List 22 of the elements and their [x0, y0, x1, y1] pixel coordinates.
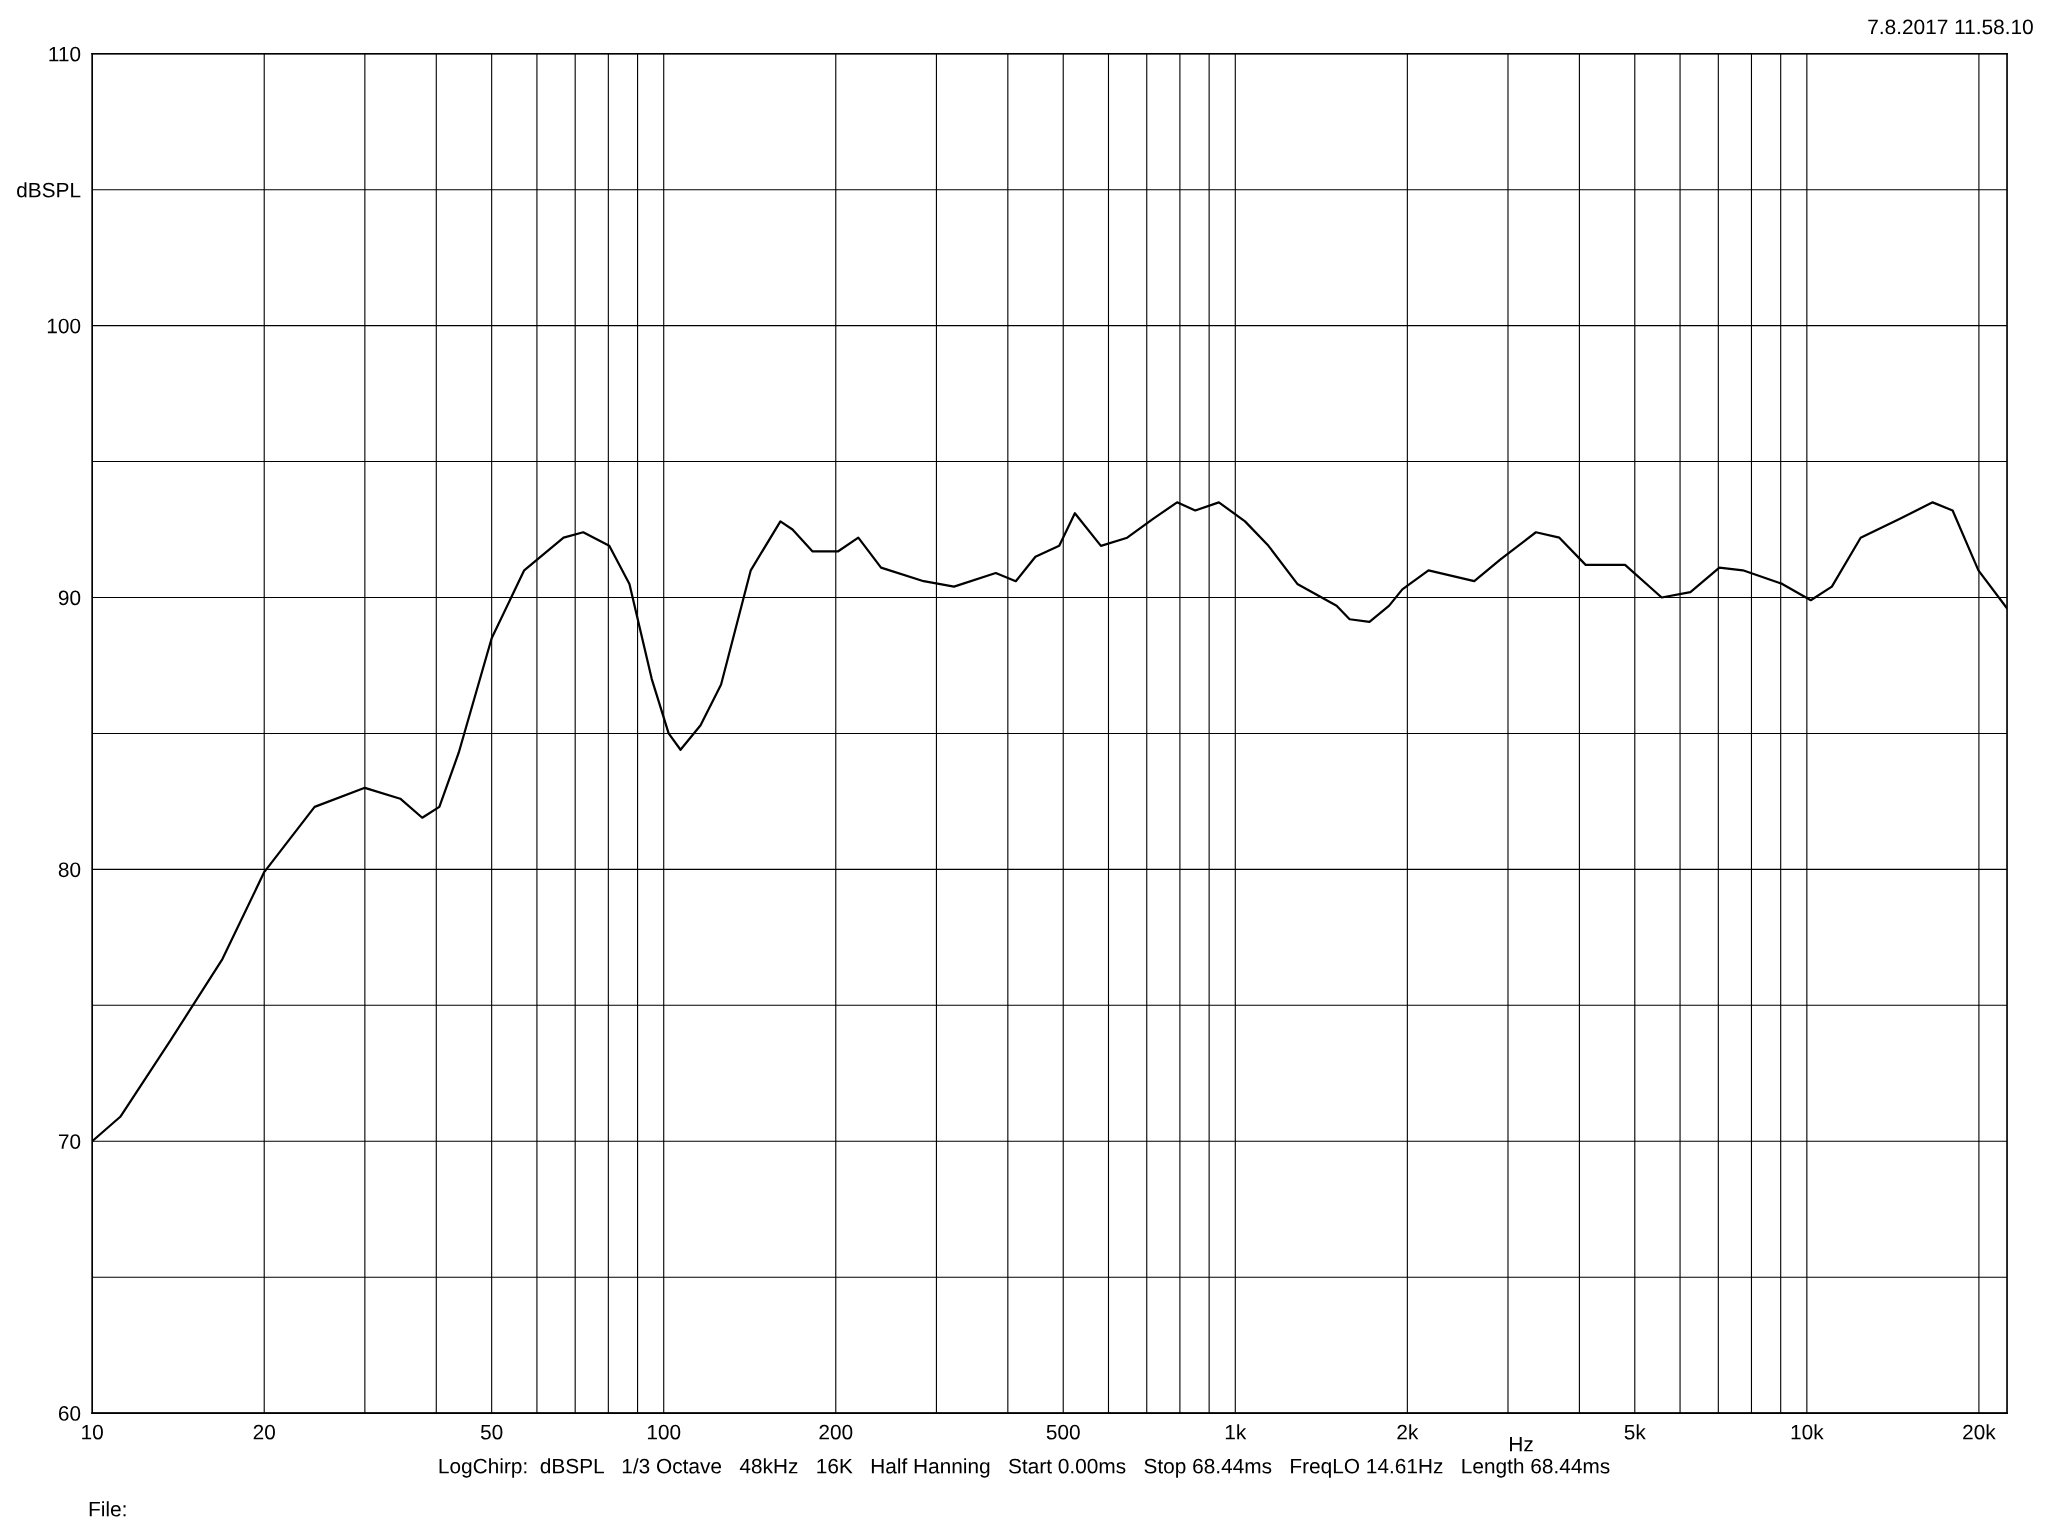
- x-tick-label: 2k: [1397, 1424, 1419, 1440]
- x-tick-label: 200: [819, 1424, 853, 1440]
- text: File:: [89, 1501, 126, 1517]
- x-tick-label: 20k: [1963, 1424, 1996, 1440]
- y-tick-label: 70: [58, 1134, 81, 1149]
- y-tick-label: 90: [58, 590, 81, 606]
- y-tick-label: dBSPL: [17, 182, 81, 198]
- x-tick-label: 100: [647, 1424, 681, 1440]
- x-tick-label: 20: [253, 1424, 275, 1440]
- y-tick-label: 60: [58, 1406, 81, 1421]
- x-tick-label: 5k: [1624, 1424, 1646, 1440]
- y-tick-label: 100: [47, 318, 81, 334]
- y-tick-label: 80: [58, 862, 81, 878]
- x-tick-label: 500: [1046, 1424, 1080, 1440]
- x-axis-title: Hz: [1510, 1436, 1533, 1452]
- x-tick-label: 1k: [1225, 1424, 1247, 1440]
- x-tick-label: 50: [480, 1424, 503, 1440]
- y-tick-label: 110: [49, 46, 81, 62]
- text: 7.8.2017 11.58.10: [1868, 19, 2033, 35]
- text: LogChirp: dBSPL 1/3 Octave 48kHz 16K Half Hanning Start 0.00ms Stop 68.44ms FreqLO 14.61Hz Length 68.44ms: [439, 1458, 1610, 1478]
- x-tick-label: 10: [82, 1424, 103, 1440]
- x-tick-label: 10k: [1791, 1424, 1824, 1440]
